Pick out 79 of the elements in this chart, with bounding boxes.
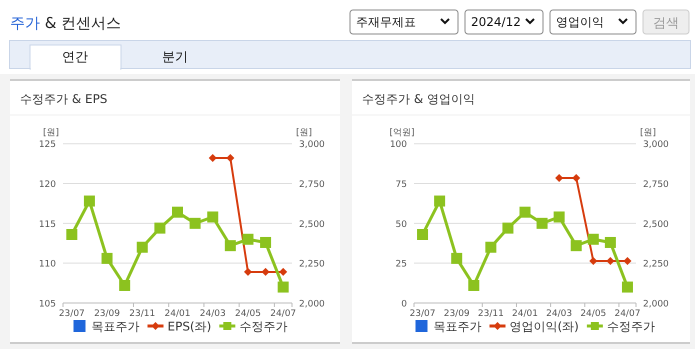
y2-tick-label: 3,000 — [643, 140, 670, 150]
y2-tick-label: 2,250 — [643, 260, 670, 270]
point — [207, 211, 218, 222]
legend-label: 영업이익(좌) — [510, 320, 579, 334]
text: 연간 — [62, 50, 88, 65]
x-tick-label: 23/09 — [444, 309, 470, 319]
select: 주재무제표 — [350, 10, 458, 34]
point — [136, 242, 148, 253]
x-tick-label: 24/07 — [614, 309, 640, 319]
x-tick-label: 24/05 — [580, 309, 606, 319]
x-tick-label: 24/03 — [546, 309, 572, 319]
x-tick-label: 24/01 — [512, 309, 538, 319]
y2-tick-label: 2,000 — [299, 300, 326, 310]
y-axis-title: [원] — [42, 128, 60, 138]
y2-tick-label: 2,750 — [643, 180, 670, 190]
y2-tick-label: 2,000 — [643, 300, 670, 310]
x-tick-label: 23/11 — [478, 309, 504, 319]
y2-tick-label: 3,000 — [299, 140, 326, 150]
x-tick-label: 23/11 — [129, 309, 156, 319]
select: 2024/12 — [464, 10, 544, 34]
chart-title: 수정주가 & EPS — [20, 92, 108, 106]
x-tick-label: 23/09 — [94, 309, 120, 319]
y-tick-label: 25 — [396, 260, 407, 270]
point — [502, 222, 514, 234]
y-tick-label: 115 — [38, 220, 56, 230]
y-tick-label: 105 — [38, 300, 56, 310]
point — [102, 252, 113, 264]
y2-tick-label: 2,500 — [643, 220, 670, 230]
x-tick-label: 24/01 — [164, 309, 190, 319]
point — [622, 282, 633, 293]
legend-label: EPS(좌) — [168, 320, 212, 334]
y-tick-label: 100 — [390, 140, 408, 150]
point — [190, 218, 201, 229]
y-tick-label: 50 — [396, 220, 408, 230]
x-tick-label: 24/03 — [200, 309, 226, 319]
point — [278, 282, 289, 293]
point — [84, 196, 95, 207]
point — [154, 222, 166, 234]
point — [434, 196, 446, 207]
legend-label: 수정주가 — [239, 320, 288, 334]
text: 주가 & 컨센서스 — [10, 14, 122, 32]
y2-tick-label: 2,500 — [299, 220, 326, 230]
y2-axis-title: [원] — [296, 128, 312, 138]
point — [451, 252, 462, 264]
button: 검색 — [642, 10, 690, 34]
select: 영업이익 — [550, 10, 636, 34]
x-tick-label: 24/05 — [234, 309, 261, 319]
y-axis-title: [억원] — [389, 128, 415, 138]
x-tick-label: 24/07 — [270, 309, 296, 319]
y2-tick-label: 2,250 — [299, 260, 326, 270]
point — [242, 234, 254, 245]
y2-axis-title: [원] — [640, 128, 656, 138]
point — [485, 242, 496, 253]
y-tick-label: 0 — [401, 300, 408, 310]
point — [604, 236, 616, 248]
point — [224, 240, 236, 252]
legend-label: 수정주가 — [606, 320, 655, 334]
point — [536, 218, 548, 229]
y-tick-label: 75 — [396, 180, 407, 190]
point — [468, 280, 480, 291]
chart-title: 수정주가 & 영업이익 — [362, 92, 475, 106]
y-tick-label: 125 — [38, 140, 56, 150]
y-tick-label: 120 — [38, 180, 56, 190]
y2-tick-label: 2,750 — [299, 180, 326, 190]
point — [520, 206, 530, 218]
point — [588, 234, 599, 245]
y-tick-label: 110 — [38, 260, 56, 270]
point — [570, 240, 582, 252]
point — [66, 229, 78, 240]
point — [119, 280, 130, 291]
point — [260, 236, 272, 248]
point — [172, 206, 183, 218]
legend-label: 목표주가 — [434, 320, 482, 334]
text: 분기 — [162, 50, 188, 65]
point — [554, 211, 565, 222]
legend-label: 목표주가 — [92, 320, 140, 334]
point — [417, 229, 428, 240]
x-tick-label: 23/07 — [58, 309, 85, 319]
x-tick-label: 23/07 — [410, 309, 436, 319]
